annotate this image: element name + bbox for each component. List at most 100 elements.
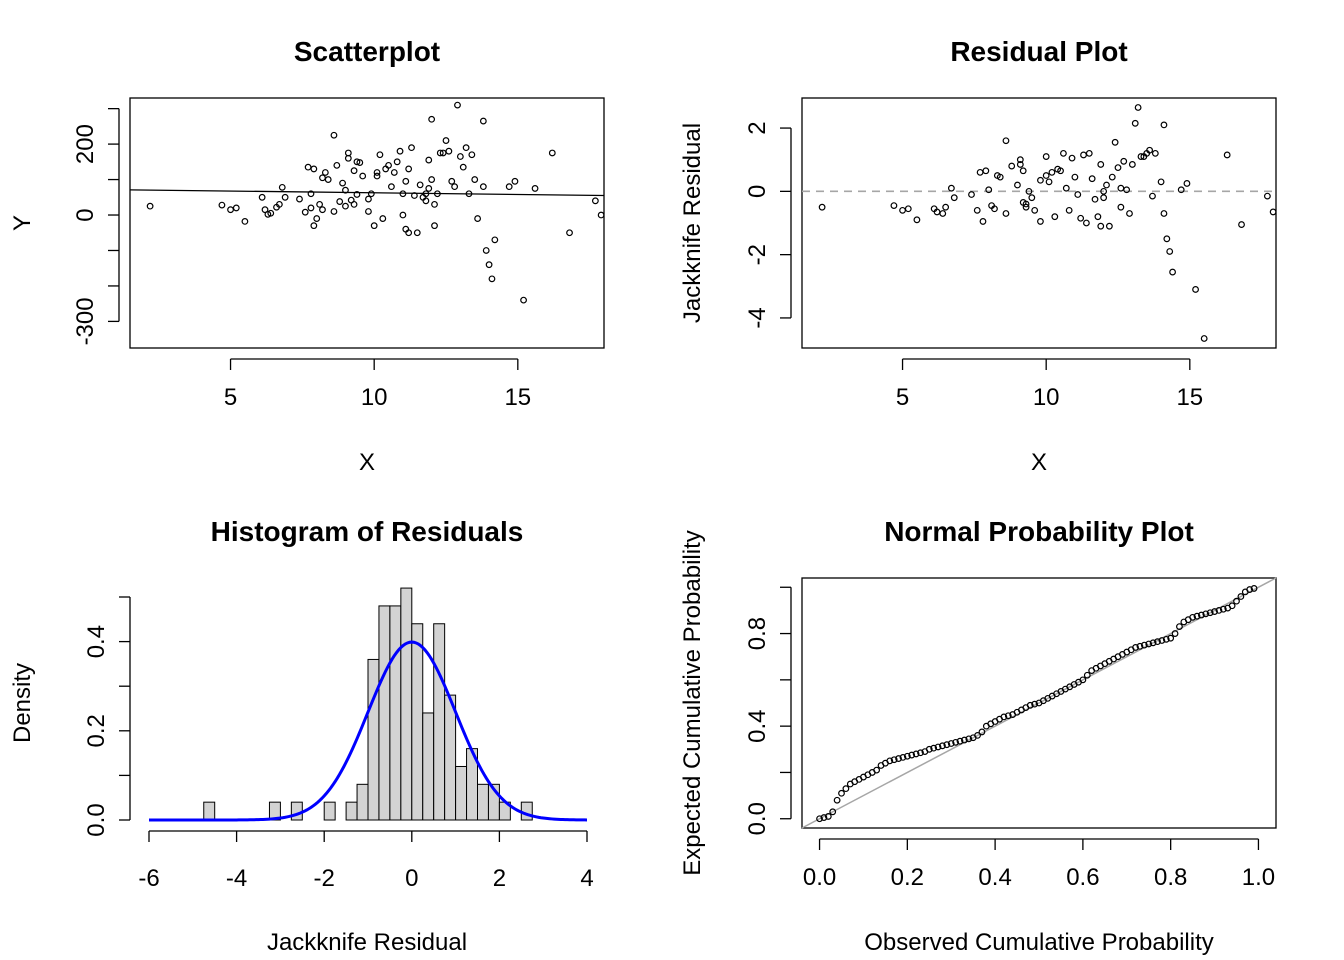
data-point (890, 756, 898, 764)
normal-probability-plot-title: Normal Probability Plot (884, 516, 1194, 547)
data-point (934, 743, 942, 751)
data-point (1060, 149, 1067, 157)
data-point (278, 183, 286, 191)
data-point (908, 751, 916, 759)
data-point (1149, 639, 1157, 647)
histogram-bar (520, 801, 533, 821)
normal-density-curve (149, 640, 588, 822)
data-point (356, 159, 364, 166)
data-point (873, 766, 881, 774)
data-point (1160, 210, 1168, 217)
data-point (439, 149, 447, 157)
x-tick-label: 0.2 (891, 864, 924, 891)
normal-probability-plot-frame (801, 577, 1277, 829)
data-point (1177, 186, 1185, 194)
data-point (1108, 173, 1116, 181)
data-point (146, 202, 154, 210)
scatterplot-y-label: Y (9, 215, 36, 231)
x-tick-label: 2 (493, 865, 506, 892)
data-point (1004, 712, 1012, 720)
data-point (1123, 186, 1131, 194)
scatterplot-y-axis: -300 200 0 (72, 107, 120, 345)
data-point (310, 165, 318, 173)
x-tick-label: 0 (405, 865, 418, 892)
data-point (431, 222, 438, 230)
data-point (227, 206, 234, 214)
data-point (258, 193, 266, 201)
data-point (482, 247, 490, 254)
data-point (474, 215, 482, 222)
data-point (267, 209, 275, 217)
data-point (379, 215, 387, 222)
data-point (952, 738, 960, 746)
normal-probability-points (816, 585, 1258, 823)
data-point (511, 177, 519, 185)
histogram-bars (203, 587, 533, 821)
data-point (304, 163, 312, 171)
data-point (313, 215, 321, 222)
scatterplot-x-label: X (359, 449, 375, 476)
data-point (1068, 154, 1076, 162)
x-tick-label: -2 (314, 865, 335, 892)
x-tick-label: 0.0 (803, 864, 836, 891)
data-point (1083, 671, 1091, 679)
x-tick-label: 15 (504, 384, 531, 411)
data-point (1128, 161, 1136, 168)
data-point (1105, 222, 1113, 230)
data-point (956, 737, 964, 745)
histogram-title: Histogram of Residuals (211, 516, 524, 547)
data-point (281, 193, 289, 201)
data-point (974, 732, 981, 739)
data-point (886, 757, 894, 765)
normal-probability-x-axis: 0.0 0.2 0.4 0.6 0.8 1.0 (803, 838, 1275, 891)
data-point (307, 204, 315, 212)
data-point (1146, 146, 1153, 154)
data-point (1169, 268, 1176, 276)
data-point (422, 197, 430, 205)
scatterplot-x-axis: 5 10 15 (224, 358, 531, 411)
x-tick-label: 5 (224, 384, 237, 411)
y-tick-label: 200 (72, 124, 99, 164)
data-point (1189, 613, 1197, 621)
data-point (1223, 151, 1231, 159)
data-point (985, 186, 993, 194)
data-point (485, 261, 493, 269)
data-point (1082, 219, 1090, 227)
data-point (376, 151, 384, 159)
data-point (413, 229, 421, 237)
data-point (425, 185, 433, 192)
data-point (468, 151, 476, 159)
residual-plot-points (818, 104, 1277, 342)
y-tick-label: 0 (72, 208, 99, 221)
data-point (1045, 178, 1053, 186)
data-point (1237, 593, 1245, 600)
data-point (566, 229, 573, 237)
histogram-bar (411, 623, 424, 821)
scatterplot-title: Scatterplot (294, 36, 440, 67)
data-point (402, 177, 410, 185)
data-point (373, 172, 381, 180)
data-point (1134, 104, 1142, 111)
panel-histogram: Histogram of Residuals -6 -4 -2 0 2 4 0.00.20… (9, 516, 594, 956)
data-point (838, 789, 845, 797)
y-tick-label: -2 (744, 244, 771, 265)
data-point (1085, 149, 1093, 157)
y-tick-label: 0.2 (83, 714, 110, 747)
data-point (350, 167, 358, 175)
data-point (1022, 200, 1030, 208)
data-point (531, 185, 539, 192)
data-point (344, 154, 352, 162)
data-point (416, 181, 424, 189)
scatterplot-frame (129, 97, 605, 349)
x-tick-label: 10 (361, 384, 388, 411)
scatterplot-fit-line (129, 189, 605, 197)
histogram-x-label: Jackknife Residual (267, 929, 467, 956)
data-point (1022, 203, 1030, 211)
data-point (339, 179, 346, 187)
data-point (979, 218, 987, 225)
data-point (459, 163, 467, 171)
histogram-y-axis: 0.0 0.2 0.4 (83, 596, 131, 837)
data-point (1079, 676, 1087, 684)
data-point (479, 117, 487, 125)
data-point (1002, 137, 1010, 145)
